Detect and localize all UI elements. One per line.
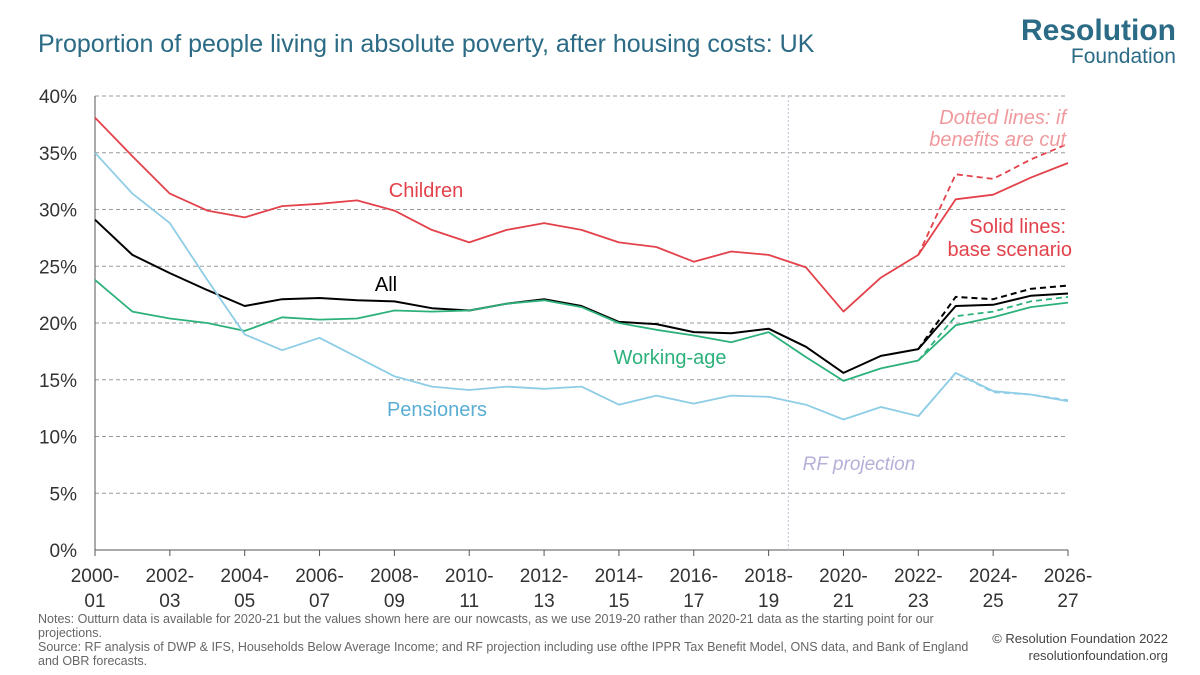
- notes-text: Notes: Outturn data is available for 202…: [38, 612, 934, 640]
- x-tick-label: 11: [459, 591, 479, 612]
- x-tick-label: 07: [309, 591, 330, 612]
- x-tick-label: 13: [534, 591, 555, 612]
- annotation-solid-lines: Solid lines:: [969, 216, 1066, 238]
- x-tick-label: 17: [683, 591, 704, 612]
- x-tick-label: 2000-: [71, 566, 120, 587]
- x-tick-label: 2006-: [295, 566, 344, 587]
- x-tick-label: 2016-: [669, 566, 718, 587]
- annotation-dotted-lines-if: Dotted lines: if: [939, 107, 1068, 129]
- resolution-foundation-logo: Resolution Foundation: [1021, 14, 1176, 68]
- x-tick-label: 15: [608, 591, 629, 612]
- x-tick-label: 03: [159, 591, 180, 612]
- chart-axes: 0% 5% 10% 15% 20% 25% 30% 35% 40% 2000- 01 2002- 03 2…: [39, 87, 1092, 612]
- y-tick-label: 10%: [39, 428, 77, 449]
- source-text: Source: RF analysis of DWP & IFS, Househ…: [38, 640, 969, 668]
- chart-annotations: Children All Working-age Pensioners Dotted l…: [375, 107, 1072, 475]
- x-tick-label: 01: [84, 591, 105, 612]
- y-tick-label: 35%: [39, 144, 77, 165]
- series-all-line: [94, 218, 1069, 374]
- y-tick-label: 25%: [39, 257, 77, 278]
- series-working-age-line: [94, 279, 1069, 382]
- x-tick-label: 2008-: [370, 566, 419, 587]
- series-projection-dashed-line: [917, 142, 1069, 256]
- chart-gridlines: [95, 95, 1068, 494]
- x-tick-label: 2012-: [520, 566, 569, 587]
- series-projection-dashed-line: [917, 284, 1069, 350]
- x-tick-label: 05: [234, 591, 255, 612]
- x-tick-label: 2014-: [595, 566, 644, 587]
- annotation-benefits-are-cut: benefits are cut: [929, 129, 1067, 151]
- y-tick-label: 30%: [39, 201, 77, 222]
- x-tick-label: 19: [758, 591, 779, 612]
- y-tick-label: 5%: [50, 484, 78, 505]
- x-tick-label: 09: [384, 591, 405, 612]
- chart-notes: Notes: Outturn data is available for 202…: [38, 612, 988, 668]
- website-text: resolutionfoundation.org: [1028, 648, 1169, 663]
- annotation-working-age: Working-age: [613, 347, 726, 369]
- y-tick-label: 15%: [39, 371, 77, 392]
- logo-word-foundation: Foundation: [1070, 45, 1176, 68]
- y-tick-label: 20%: [39, 314, 77, 335]
- chart-series-lines: [94, 116, 1069, 421]
- x-tick-label: 2024-: [969, 566, 1018, 587]
- annotation-pensioners: Pensioners: [387, 399, 487, 421]
- x-tick-label: 2004-: [220, 566, 269, 587]
- x-tick-label: 2010-: [445, 566, 494, 587]
- x-tick-label: 2018-: [744, 566, 793, 587]
- x-tick-label: 27: [1057, 591, 1078, 612]
- series-children-line: [94, 116, 1069, 313]
- annotation-all: All: [375, 274, 397, 296]
- x-tick-label: 2022-: [894, 566, 943, 587]
- annotation-children: Children: [389, 180, 463, 202]
- copyright-text: © Resolution Foundation 2022: [992, 631, 1168, 646]
- annotation-base-scenario: base scenario: [947, 239, 1072, 261]
- x-tick-label: 2026-: [1044, 566, 1093, 587]
- copyright-block: © Resolution Foundation 2022 resolutionf…: [992, 630, 1168, 664]
- series-pensioners-line: [94, 152, 1069, 421]
- annotation-rf-projection: RF projection: [803, 454, 916, 475]
- x-tick-label: 25: [983, 591, 1004, 612]
- x-tick-label: 23: [908, 591, 929, 612]
- chart-title: Proportion of people living in absolute …: [38, 30, 815, 58]
- logo-word-resolution: Resolution: [1021, 14, 1176, 47]
- y-tick-label: 0%: [50, 541, 78, 562]
- x-tick-label: 2002-: [146, 566, 195, 587]
- y-tick-label: 40%: [39, 87, 77, 108]
- x-tick-label: 2020-: [819, 566, 868, 587]
- x-tick-label: 21: [833, 591, 854, 612]
- series-projection-dashed-line: [917, 296, 1069, 362]
